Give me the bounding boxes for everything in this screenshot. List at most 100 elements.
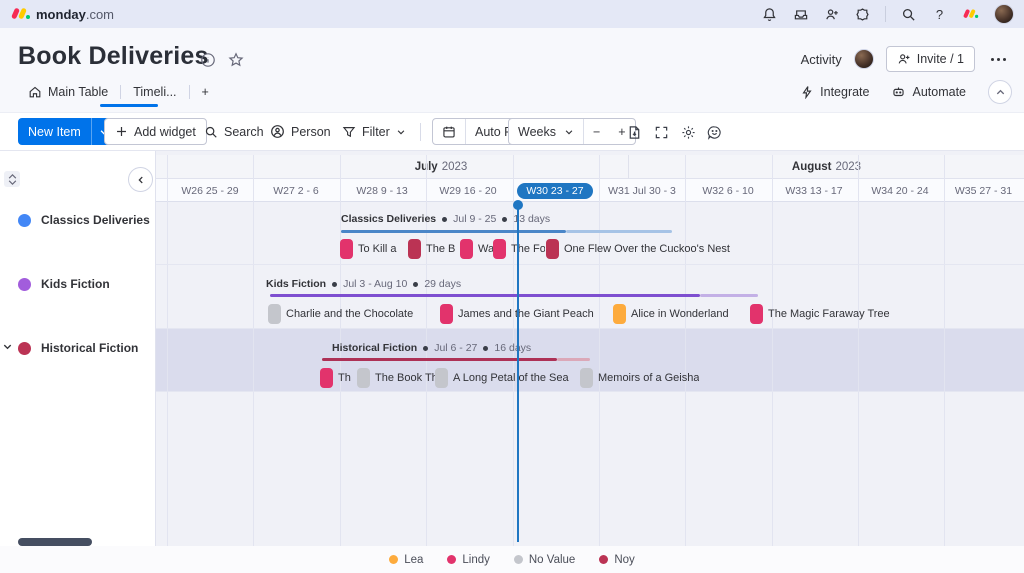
horizontal-scrollbar[interactable]	[18, 538, 92, 546]
group-summary-classics[interactable]: Classics Deliveries Jul 9 - 25 13 days	[341, 213, 551, 225]
week-cell: W34 20 - 24	[871, 184, 929, 197]
monday-logo[interactable]: monday.com	[10, 6, 115, 22]
timeline-item[interactable]: The Magic Faraway Tree	[750, 304, 890, 324]
timeline-item[interactable]: Charlie and the Chocolate	[268, 304, 433, 324]
group-summary-kids[interactable]: Kids Fiction Jul 3 - Aug 10 29 days	[266, 278, 462, 290]
timeline-item[interactable]: Alice in Wonderland	[613, 304, 729, 324]
group-summary-historical[interactable]: Historical Fiction Jul 6 - 27 16 days	[332, 342, 532, 354]
add-widget-button[interactable]: Add widget	[104, 118, 207, 145]
week-cell: W35 27 - 31	[954, 184, 1013, 197]
marketplace-icon[interactable]	[854, 6, 871, 23]
invite-members-icon[interactable]	[823, 6, 840, 23]
today-marker-dot	[513, 200, 523, 210]
global-search-icon[interactable]	[900, 6, 917, 23]
tabs-row: Main Table Timeli... + Integrate Automat…	[0, 78, 1024, 108]
search-icon	[205, 126, 217, 138]
legend-item: Lindy	[447, 554, 490, 566]
home-icon	[29, 86, 41, 98]
group-label-kids[interactable]: Kids Fiction	[18, 277, 110, 291]
active-tab-indicator	[100, 104, 158, 107]
week-cell: W33 13 - 17	[785, 184, 843, 197]
board-menu-icon[interactable]	[987, 54, 1010, 65]
legend-item: No Value	[513, 554, 575, 566]
timeline-item[interactable]: The Blu	[408, 239, 456, 259]
fullscreen-button[interactable]	[649, 120, 673, 144]
help-icon[interactable]: ?	[935, 6, 944, 22]
top-bar: monday.com ?	[0, 0, 1024, 28]
date-range-button[interactable]	[433, 119, 465, 144]
timeline-item[interactable]: Memoirs of a Geisha	[580, 368, 699, 388]
export-button[interactable]	[622, 120, 646, 144]
inbox-icon[interactable]	[792, 6, 809, 23]
week-cell: W29 16 - 20	[439, 184, 497, 197]
timeline-item[interactable]: The Fo	[493, 239, 545, 259]
week-cell-current: W30 23 - 27	[511, 179, 599, 202]
timeline-item[interactable]: To Kill a Mo	[340, 239, 400, 259]
settings-button[interactable]	[676, 120, 700, 144]
new-item-button[interactable]: New Item	[18, 118, 116, 145]
legend-item: Lea	[389, 554, 423, 566]
activity-label[interactable]: Activity	[800, 51, 842, 67]
timeline-item[interactable]: A Long Petal of the Sea	[435, 368, 569, 388]
group-bar-kids-extension[interactable]	[700, 294, 758, 297]
invite-button[interactable]: Invite / 1	[885, 46, 975, 72]
filter-button[interactable]: Filter	[336, 118, 412, 145]
topbar-divider	[885, 6, 886, 22]
tab-main-table[interactable]: Main Table	[16, 78, 120, 106]
week-cell: W28 9 - 13	[356, 184, 408, 197]
timeline-item[interactable]: The Book Thie	[357, 368, 435, 388]
integrate-icon	[802, 86, 812, 99]
search-button[interactable]: Search	[198, 118, 270, 145]
timeline-item[interactable]: Th	[320, 368, 352, 388]
automate-button[interactable]: Automate	[891, 85, 966, 99]
chart-background	[156, 151, 1024, 547]
toolbar: New Item Add widget Search Person Filter	[0, 112, 1024, 150]
feedback-button[interactable]	[702, 120, 726, 144]
timeline-item[interactable]: James and the Giant Peach	[440, 304, 594, 324]
automate-robot-icon	[893, 87, 905, 97]
board-info-icon[interactable]	[200, 52, 216, 68]
collapse-all-groups-icon[interactable]	[4, 171, 20, 187]
integrate-button[interactable]: Integrate	[800, 85, 869, 99]
product-switcher-icon[interactable]	[962, 8, 979, 19]
zoom-out-button[interactable]: −	[582, 119, 609, 144]
collapse-header-button[interactable]	[988, 80, 1012, 104]
group-label-classics[interactable]: Classics Deliveries	[18, 213, 150, 227]
group-bar-historical[interactable]	[322, 358, 557, 361]
tab-add[interactable]: +	[201, 85, 209, 99]
group-label-historical[interactable]: Historical Fiction	[18, 341, 138, 355]
activity-avatar[interactable]	[853, 49, 874, 69]
week-cell: W32 6 - 10	[702, 184, 754, 197]
timeline-item[interactable]: One Flew Over the Cuckoo's Nest	[546, 239, 730, 259]
group-bar-kids[interactable]	[270, 294, 700, 297]
favorite-star-icon[interactable]	[228, 52, 244, 68]
group-bar-classics[interactable]	[341, 230, 566, 233]
week-cell: W26 25 - 29	[181, 184, 239, 197]
auto-fit-button[interactable]: Auto Fit	[465, 119, 527, 144]
user-avatar[interactable]	[994, 4, 1014, 24]
notifications-bell-icon[interactable]	[761, 6, 778, 23]
zoom-select-chevron-icon	[565, 129, 573, 134]
week-cell: W27 2 - 6	[273, 184, 319, 197]
zoom-in-button[interactable]: +	[618, 124, 626, 139]
tab-timeline[interactable]: Timeli...	[133, 85, 177, 99]
today-line	[517, 204, 519, 542]
export-file-icon	[629, 125, 639, 139]
expand-icon	[655, 126, 667, 138]
timeline-item[interactable]: Wa	[460, 239, 495, 259]
group-collapse-chevron-icon[interactable]	[2, 341, 13, 352]
zoom-level-select[interactable]: Weeks	[509, 119, 583, 144]
legend-bar: Lea Lindy No Value Noy	[0, 546, 1024, 573]
legend-item: Noy	[599, 554, 635, 566]
collapse-panel-button[interactable]	[128, 167, 153, 192]
group-bar-historical-extension[interactable]	[557, 358, 590, 361]
week-header: W26 25 - 29 W27 2 - 6 W28 9 - 13 W29 16 …	[156, 179, 1024, 202]
person-icon	[271, 125, 284, 138]
calendar-icon	[443, 126, 455, 137]
group-bar-classics-extension[interactable]	[566, 230, 672, 233]
group-color-dot	[18, 341, 31, 355]
person-filter-button[interactable]: Person	[264, 118, 337, 145]
brand-text: monday.com	[36, 6, 115, 22]
group-color-dot	[18, 277, 31, 291]
